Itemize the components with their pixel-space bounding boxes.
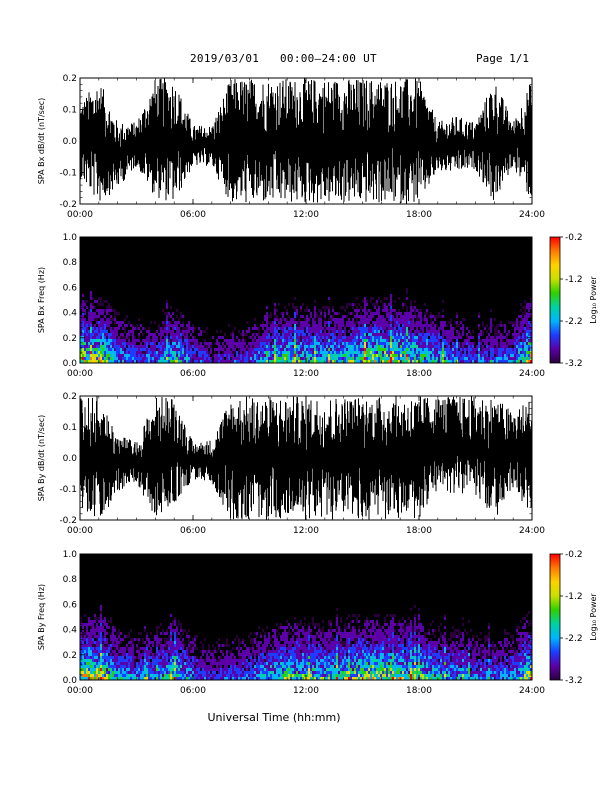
x-tick-label: 24:00 <box>519 369 545 379</box>
colorbar-scale <box>549 553 561 681</box>
y-tick-label: 0.4 <box>63 309 78 319</box>
y-tick-label: 0.0 <box>63 359 78 369</box>
x-tick-label: 06:00 <box>180 369 206 379</box>
y-tick-label: 0.8 <box>63 575 78 585</box>
y-tick-label: -0.2 <box>59 200 77 210</box>
x-tick-label: 18:00 <box>406 686 432 696</box>
colorbar-tick-label: -0.2 <box>565 550 583 560</box>
colorbar: -0.2 -1.2 -2.2 -3.2 Log₁₀ Power <box>549 233 598 369</box>
trace <box>80 396 532 520</box>
colorbar-tick-label: -2.2 <box>565 317 583 327</box>
y-tick-label: 0.6 <box>63 283 78 293</box>
colorbar-scale <box>549 236 561 364</box>
trace-path <box>80 78 532 204</box>
y-axis-label: SPA Bx dB/dt (nT/sec) <box>37 98 46 185</box>
y-tick-label: 0.4 <box>63 626 78 636</box>
y-tick-label: 0.0 <box>63 137 78 147</box>
y-tick-label: 0.2 <box>63 74 77 84</box>
x-axis: 00:00 06:00 12:00 18:00 24:00 <box>67 78 545 220</box>
x-tick-label: 00:00 <box>67 686 93 696</box>
y-tick-label: -0.1 <box>59 485 77 495</box>
y-tick-label: 0.1 <box>63 423 77 433</box>
x-tick-label: 12:00 <box>293 210 319 220</box>
y-tick-label: 0.2 <box>63 334 77 344</box>
trace-path <box>80 396 532 520</box>
panel-1: -0.2 -0.1 0.0 0.1 0.2 00:00 06:00 12:00 18:00 24:… <box>37 74 545 220</box>
y-axis-label: SPA Bx Freq (Hz) <box>37 267 46 333</box>
x-tick-label: 00:00 <box>67 526 93 536</box>
x-tick-label: 18:00 <box>406 526 432 536</box>
x-tick-label: 12:00 <box>293 526 319 536</box>
trace <box>80 78 532 204</box>
x-axis-label: Universal Time (hh:mm) <box>208 711 341 724</box>
page-title: 2019/03/01 00:00–24:00 UT <box>190 52 377 65</box>
x-axis: 00:00 06:00 12:00 18:00 24:00 <box>67 237 545 379</box>
x-tick-label: 06:00 <box>180 686 206 696</box>
x-tick-label: 24:00 <box>519 686 545 696</box>
y-axis: 0.0 0.2 0.4 0.6 0.8 1.0 <box>63 233 532 369</box>
y-tick-label: 1.0 <box>63 550 78 560</box>
x-tick-label: 06:00 <box>180 210 206 220</box>
x-tick-label: 00:00 <box>67 210 93 220</box>
x-tick-label: 00:00 <box>67 369 93 379</box>
colorbar-tick-label: -3.2 <box>565 359 583 369</box>
x-tick-label: 24:00 <box>519 210 545 220</box>
page-number: Page 1/1 <box>476 52 529 65</box>
y-axis: -0.2 -0.1 0.0 0.1 0.2 <box>59 74 532 210</box>
spectrogram-cells <box>80 288 532 363</box>
y-axis: -0.2 -0.1 0.0 0.1 0.2 <box>59 392 532 526</box>
colorbar-tick-label: -3.2 <box>565 676 583 686</box>
y-axis-label: SPA By dB/dt (nT/sec) <box>37 415 46 502</box>
x-tick-label: 06:00 <box>180 526 206 536</box>
x-tick-label: 18:00 <box>406 210 432 220</box>
y-tick-label: -0.2 <box>59 516 77 526</box>
y-axis: 0.0 0.2 0.4 0.6 0.8 1.0 <box>63 550 532 686</box>
x-axis: 00:00 06:00 12:00 18:00 24:00 <box>67 396 545 536</box>
x-tick-label: 18:00 <box>406 369 432 379</box>
x-tick-label: 24:00 <box>519 526 545 536</box>
x-tick-label: 12:00 <box>293 369 319 379</box>
colorbar: -0.2 -1.2 -2.2 -3.2 Log₁₀ Power <box>549 550 598 686</box>
colorbar-tick-label: -1.2 <box>565 592 583 602</box>
colorbar-tick-label: -1.2 <box>565 275 583 285</box>
x-axis: 00:00 06:00 12:00 18:00 24:00 <box>67 554 545 696</box>
y-tick-label: -0.1 <box>59 169 77 179</box>
colorbar-tick-label: -2.2 <box>565 634 583 644</box>
y-tick-label: 0.0 <box>63 676 78 686</box>
colorbar-label: Log₁₀ Power <box>589 276 598 324</box>
y-tick-label: 0.1 <box>63 106 77 116</box>
panel-3: -0.2 -0.1 0.0 0.1 0.2 00:00 06:00 12:00 18:00 24:… <box>37 392 545 536</box>
colorbar-label: Log₁₀ Power <box>589 593 598 641</box>
spectrogram-cells <box>80 605 532 680</box>
y-tick-label: 1.0 <box>63 233 78 243</box>
colorbar-tick-label: -0.2 <box>565 233 583 243</box>
y-tick-label: 0.8 <box>63 258 78 268</box>
y-tick-label: 0.2 <box>63 392 77 402</box>
y-tick-label: 0.2 <box>63 651 77 661</box>
x-tick-label: 12:00 <box>293 686 319 696</box>
y-tick-label: 0.0 <box>63 454 78 464</box>
y-axis-label: SPA By Freq (Hz) <box>37 584 46 650</box>
y-tick-label: 0.6 <box>63 600 78 610</box>
